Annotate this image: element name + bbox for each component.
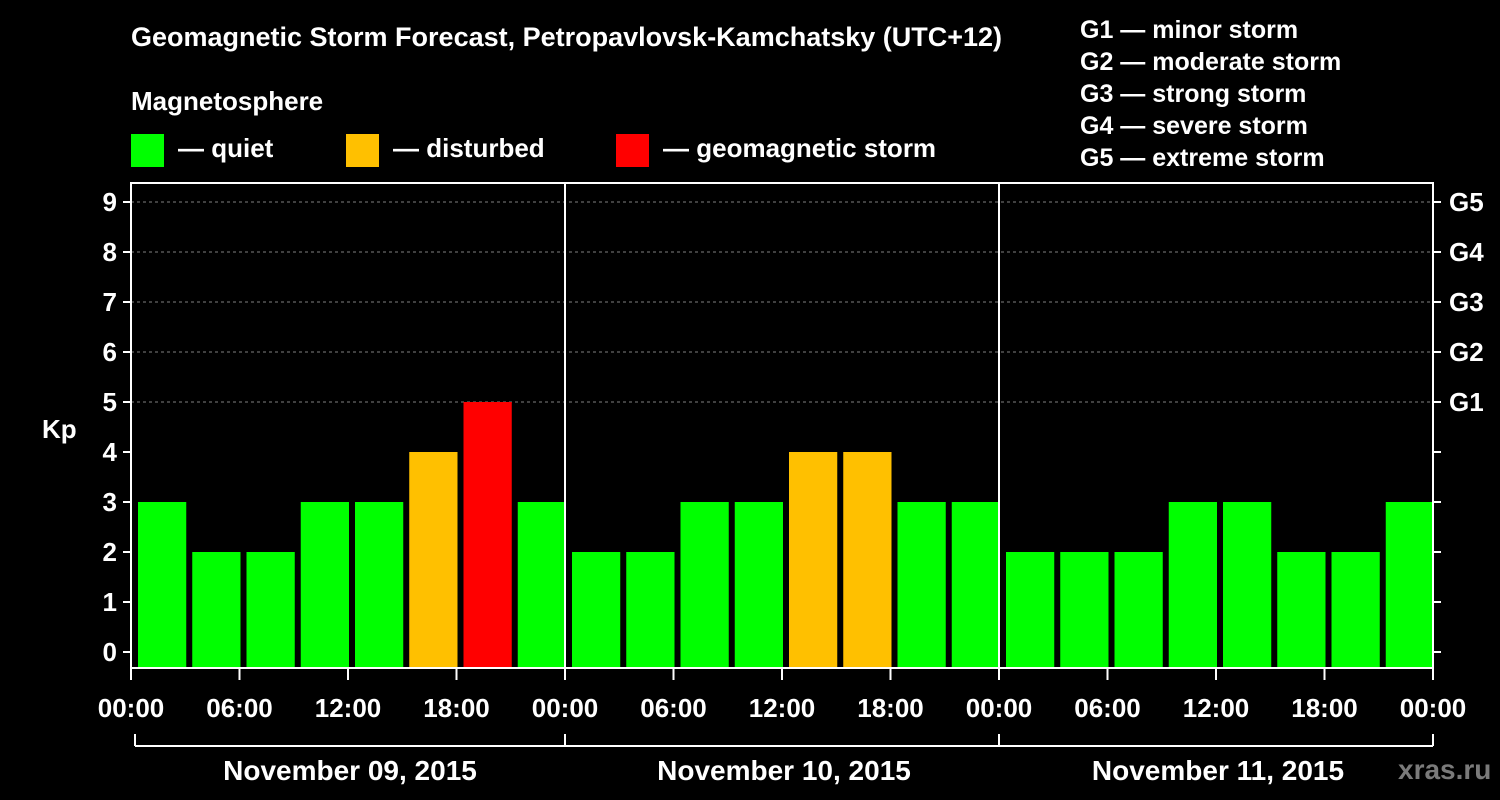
- kp-bar: [409, 452, 458, 668]
- kp-bar: [246, 552, 295, 668]
- kp-bar: [951, 502, 1000, 668]
- storm-scale-g5: G5 — extreme storm: [1080, 144, 1325, 172]
- y-tick-label: 5: [103, 387, 117, 417]
- x-tick-label: 18:00: [423, 693, 490, 723]
- x-tick-label: 00:00: [98, 693, 165, 723]
- day-label: November 11, 2015: [1092, 755, 1344, 786]
- y-tick-label: 7: [103, 287, 117, 317]
- legend-swatch-disturbed: [346, 134, 379, 167]
- legend-label-disturbed: — disturbed: [393, 133, 545, 163]
- watermark: xras.ru: [1398, 754, 1492, 785]
- kp-bar: [734, 502, 783, 668]
- g-level-label: G1: [1449, 387, 1484, 417]
- kp-bar: [1006, 552, 1055, 668]
- chart-title: Geomagnetic Storm Forecast, Petropavlovs…: [131, 22, 1003, 52]
- x-tick-label: 18:00: [857, 693, 924, 723]
- g-level-label: G5: [1449, 187, 1484, 217]
- x-tick-label: 06:00: [1074, 693, 1141, 723]
- storm-scale-g2: G2 — moderate storm: [1080, 48, 1342, 76]
- legend-swatch-storm: [616, 134, 649, 167]
- kp-bar: [897, 502, 946, 668]
- kp-bar: [1114, 552, 1163, 668]
- y-tick-label: 0: [103, 637, 117, 667]
- legend-label-storm: — geomagnetic storm: [663, 133, 937, 163]
- kp-bar: [1223, 502, 1272, 668]
- kp-bar: [1168, 502, 1217, 668]
- x-tick-label: 06:00: [206, 693, 273, 723]
- kp-bar: [300, 502, 349, 668]
- day-label: November 09, 2015: [223, 755, 477, 786]
- y-tick-label: 1: [103, 587, 117, 617]
- y-tick-label: 3: [103, 487, 117, 517]
- x-tick-label: 12:00: [749, 693, 816, 723]
- kp-bar: [626, 552, 675, 668]
- day-label: November 10, 2015: [657, 755, 911, 786]
- x-tick-label: 12:00: [315, 693, 382, 723]
- x-tick-label: 18:00: [1291, 693, 1358, 723]
- y-tick-label: 2: [103, 537, 117, 567]
- storm-scale-g4: G4 — severe storm: [1080, 112, 1308, 140]
- kp-bar: [1060, 552, 1109, 668]
- kp-bar: [1277, 552, 1326, 668]
- kp-bar: [572, 552, 621, 668]
- y-tick-label: 6: [103, 337, 117, 367]
- g-level-label: G3: [1449, 287, 1484, 317]
- kp-bar: [680, 502, 729, 668]
- kp-bar: [843, 452, 892, 668]
- legend-label-quiet: — quiet: [178, 133, 274, 163]
- kp-bar: [192, 552, 241, 668]
- kp-bar: [1331, 552, 1380, 668]
- kp-bar: [1385, 502, 1434, 668]
- g-level-label: G4: [1449, 237, 1484, 267]
- y-tick-label: 4: [103, 437, 118, 467]
- g-level-label: G2: [1449, 337, 1484, 367]
- legend-title: Magnetosphere: [131, 86, 324, 116]
- kp-bar: [463, 402, 512, 668]
- kp-bar: [355, 502, 404, 668]
- x-tick-label: 00:00: [1400, 693, 1467, 723]
- y-axis-label: Kp: [42, 414, 77, 444]
- x-tick-label: 12:00: [1183, 693, 1250, 723]
- y-tick-label: 9: [103, 187, 117, 217]
- legend-swatch-quiet: [131, 134, 164, 167]
- kp-bar: [138, 502, 187, 668]
- x-tick-label: 00:00: [532, 693, 599, 723]
- x-tick-label: 00:00: [966, 693, 1033, 723]
- y-tick-label: 8: [103, 237, 117, 267]
- kp-bar: [789, 452, 838, 668]
- storm-scale-g1: G1 — minor storm: [1080, 16, 1299, 44]
- x-tick-label: 06:00: [640, 693, 707, 723]
- storm-scale-g3: G3 — strong storm: [1080, 80, 1307, 108]
- kp-bar: [517, 502, 566, 668]
